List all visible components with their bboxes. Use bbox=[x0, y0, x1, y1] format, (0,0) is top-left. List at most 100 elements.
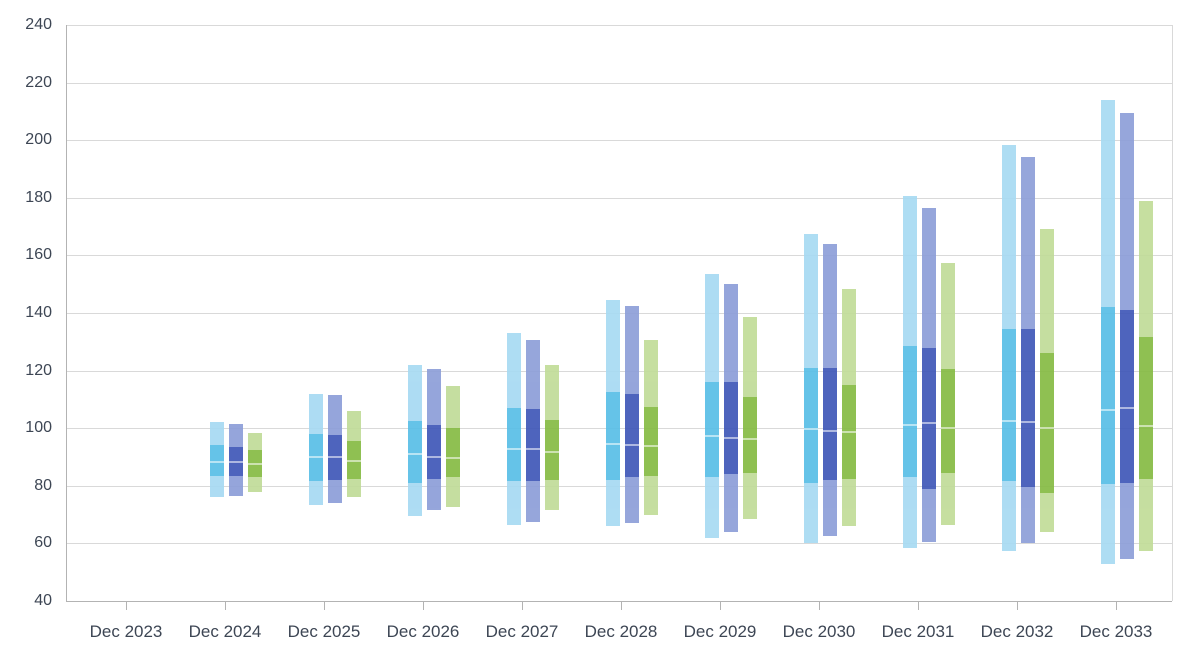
range-bar-core-cyan bbox=[804, 367, 818, 483]
range-bar-core-cyan bbox=[507, 408, 521, 482]
range-bar-core-indigo bbox=[625, 393, 639, 478]
gridline bbox=[66, 197, 1172, 199]
range-bar-core-cyan bbox=[408, 420, 422, 483]
median-line-green bbox=[446, 456, 460, 459]
y-axis-line bbox=[66, 25, 67, 601]
y-axis-tick-label: 200 bbox=[25, 131, 52, 149]
range-bar-cyan bbox=[705, 274, 719, 538]
median-line-cyan bbox=[606, 442, 620, 445]
range-bar-cyan bbox=[507, 333, 521, 525]
range-bar-cyan bbox=[210, 422, 224, 498]
range-bar-indigo bbox=[526, 340, 540, 522]
x-axis-tick bbox=[423, 602, 424, 610]
y-axis-tick-label: 100 bbox=[25, 419, 52, 437]
range-bar-indigo bbox=[229, 423, 243, 496]
gridline bbox=[66, 25, 1172, 26]
median-line-indigo bbox=[724, 436, 738, 439]
median-line-cyan bbox=[903, 423, 917, 426]
x-axis-tick bbox=[819, 602, 820, 610]
range-bar-green bbox=[941, 262, 955, 525]
y-axis-tick-label: 180 bbox=[25, 188, 52, 206]
gridline bbox=[66, 140, 1172, 142]
median-line-indigo bbox=[526, 448, 540, 451]
y-axis-tick-label: 240 bbox=[25, 16, 52, 33]
range-bar-indigo bbox=[328, 395, 342, 504]
range-bar-indigo bbox=[1021, 157, 1035, 544]
median-line-cyan bbox=[210, 461, 224, 464]
range-bar-green bbox=[446, 386, 460, 508]
range-bar-core-indigo bbox=[724, 382, 738, 475]
median-line-green bbox=[644, 445, 658, 448]
median-line-green bbox=[941, 426, 955, 429]
median-line-cyan bbox=[1101, 409, 1115, 412]
range-bar-green bbox=[1139, 200, 1153, 551]
gridline bbox=[66, 82, 1172, 84]
x-axis-tick-label: Dec 2028 bbox=[584, 622, 658, 641]
range-bar-green bbox=[545, 364, 559, 511]
range-bar-cyan bbox=[804, 233, 818, 544]
median-line-indigo bbox=[1021, 420, 1035, 423]
range-bar-green bbox=[743, 317, 757, 519]
range-bar-cyan bbox=[408, 364, 422, 517]
x-axis-tick bbox=[621, 602, 622, 610]
range-bar-core-indigo bbox=[1120, 310, 1134, 483]
range-bar-core-cyan bbox=[210, 445, 224, 476]
y-axis-tick-label: 220 bbox=[25, 73, 52, 91]
median-line-cyan bbox=[705, 435, 719, 438]
median-line-cyan bbox=[309, 455, 323, 458]
x-axis-tick bbox=[324, 602, 325, 610]
range-bar-cyan bbox=[309, 393, 323, 505]
range-bar-core-cyan bbox=[705, 382, 719, 478]
range-bar-core-cyan bbox=[1101, 307, 1115, 485]
range-bar-core-green bbox=[941, 369, 955, 473]
y-axis-tick-label: 140 bbox=[25, 304, 52, 321]
median-line-cyan bbox=[408, 452, 422, 455]
range-bar-indigo bbox=[427, 369, 441, 511]
range-bar-core-green bbox=[1040, 353, 1054, 493]
range-bar-core-green bbox=[1139, 337, 1153, 479]
range-bar-core-indigo bbox=[823, 367, 837, 481]
median-line-green bbox=[743, 438, 757, 441]
x-axis-tick-label: Dec 2031 bbox=[881, 622, 955, 641]
x-axis-tick bbox=[126, 602, 127, 610]
range-bar-core-indigo bbox=[229, 446, 243, 476]
x-axis-tick bbox=[522, 602, 523, 610]
range-bar-green bbox=[347, 410, 361, 498]
x-axis-tick bbox=[918, 602, 919, 610]
range-bar-indigo bbox=[922, 207, 936, 542]
median-line-indigo bbox=[328, 455, 342, 458]
median-line-green bbox=[842, 431, 856, 434]
x-axis-tick bbox=[1116, 602, 1117, 610]
range-bar-core-green bbox=[743, 396, 757, 473]
range-bar-core-green bbox=[446, 428, 460, 478]
y-axis-tick-label: 40 bbox=[34, 592, 52, 609]
x-axis-tick-label: Dec 2033 bbox=[1079, 622, 1153, 641]
range-bar-core-green bbox=[644, 406, 658, 476]
x-axis-line bbox=[66, 601, 1172, 602]
x-axis-tick bbox=[1017, 602, 1018, 610]
x-axis-tick-label: Dec 2025 bbox=[287, 622, 361, 641]
median-line-indigo bbox=[229, 461, 243, 464]
median-line-indigo bbox=[922, 422, 936, 425]
median-line-green bbox=[347, 459, 361, 462]
x-axis-tick bbox=[720, 602, 721, 610]
range-bar-core-cyan bbox=[606, 392, 620, 481]
range-bar-core-cyan bbox=[1002, 328, 1016, 482]
median-line-indigo bbox=[427, 455, 441, 458]
range-bar-cyan bbox=[1101, 99, 1115, 564]
range-bar-indigo bbox=[724, 284, 738, 532]
x-axis-tick-label: Dec 2023 bbox=[89, 622, 163, 641]
median-line-green bbox=[1139, 425, 1153, 428]
x-axis-tick-label: Dec 2027 bbox=[485, 622, 559, 641]
median-line-indigo bbox=[1120, 406, 1134, 409]
range-bar-green bbox=[842, 288, 856, 527]
range-bar-core-indigo bbox=[328, 435, 342, 481]
x-axis-tick bbox=[225, 602, 226, 610]
x-axis-tick-label: Dec 2032 bbox=[980, 622, 1054, 641]
range-bar-core-indigo bbox=[526, 409, 540, 482]
range-bar-core-cyan bbox=[903, 346, 917, 478]
y-axis-tick-label: 60 bbox=[34, 534, 52, 552]
x-axis-tick-label: Dec 2030 bbox=[782, 622, 856, 641]
gridline bbox=[66, 543, 1172, 545]
